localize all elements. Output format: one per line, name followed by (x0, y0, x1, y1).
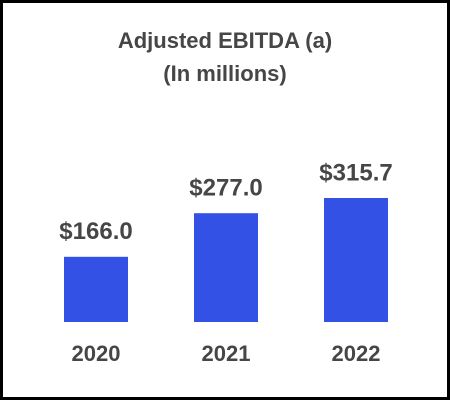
bar (64, 256, 128, 322)
value-label: $315.7 (319, 159, 392, 186)
value-label: $166.0 (59, 218, 132, 245)
x-tick-label: 2021 (202, 341, 251, 366)
value-label: $277.0 (189, 175, 262, 202)
bar (194, 213, 258, 322)
x-tick-label: 2022 (332, 341, 381, 366)
chart-subtitle: (In millions) (163, 61, 286, 86)
chart-title: Adjusted EBITDA (a) (118, 28, 332, 53)
x-tick-label: 2020 (72, 341, 121, 366)
bar (324, 198, 388, 322)
